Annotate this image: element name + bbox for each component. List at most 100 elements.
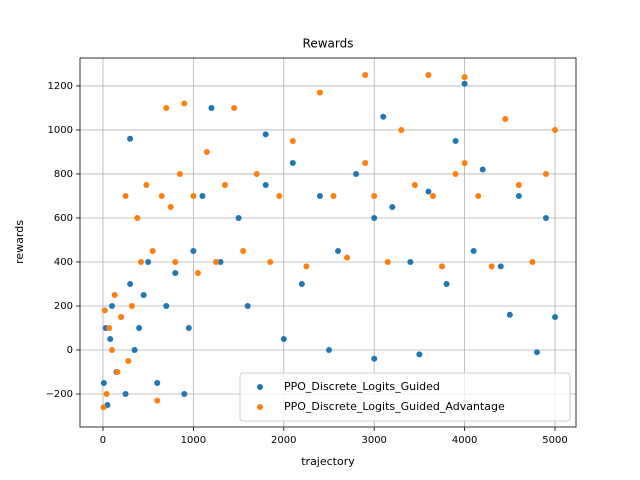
scatter-point [461, 159, 468, 166]
scatter-point [145, 258, 152, 265]
scatter-point [316, 192, 323, 199]
scatter-point [212, 258, 219, 265]
scatter-point [222, 181, 229, 188]
scatter-point [461, 74, 468, 81]
scatter-point [181, 100, 188, 107]
scatter-point [172, 258, 179, 265]
scatter-point [506, 311, 513, 318]
scatter-point [100, 379, 107, 386]
scatter-point [154, 397, 161, 404]
scatter-point [163, 302, 170, 309]
scatter-point [425, 188, 432, 195]
x-axis-label: trajectory [301, 455, 355, 468]
scatter-point [475, 192, 482, 199]
scatter-point [100, 404, 107, 411]
legend-marker [257, 404, 263, 410]
y-tick-label: 800 [54, 169, 73, 180]
scatter-point [542, 170, 549, 177]
scatter-point [109, 302, 116, 309]
scatter-point [384, 258, 391, 265]
scatter-point [267, 258, 274, 265]
x-tick-label: 2000 [271, 435, 296, 446]
scatter-point [439, 263, 446, 270]
scatter-point [134, 214, 141, 221]
scatter-point [398, 126, 405, 133]
scatter-point [344, 254, 351, 261]
scatter-point [452, 137, 459, 144]
legend-marker [257, 384, 263, 390]
scatter-point [143, 181, 150, 188]
scatter-point [488, 263, 495, 270]
scatter-point [371, 192, 378, 199]
scatter-point [118, 313, 125, 320]
scatter-point [529, 258, 536, 265]
plot-frame [79, 57, 577, 428]
scatter-point [262, 131, 269, 138]
scatter-point [235, 214, 242, 221]
scatter-point [298, 280, 305, 287]
y-axis-label: rewards [13, 220, 26, 264]
scatter-point [114, 368, 121, 375]
scatter-point [497, 263, 504, 270]
scatter-point [125, 357, 132, 364]
scatter-point [362, 71, 369, 78]
scatter-point [303, 263, 310, 270]
scatter-point [109, 346, 116, 353]
scatter-point [371, 214, 378, 221]
scatter-point [542, 214, 549, 221]
legend-label: PPO_Discrete_Logits_Guided_Advantage [284, 400, 505, 413]
y-tick-label: 1000 [48, 125, 73, 136]
scatter-point [217, 258, 224, 265]
scatter-point [502, 115, 509, 122]
scatter-point [262, 181, 269, 188]
scatter-point [552, 313, 559, 320]
legend-box [239, 372, 571, 422]
scatter-point [172, 269, 179, 276]
scatter-point [190, 192, 197, 199]
scatter-point [154, 379, 161, 386]
scatter-point [407, 258, 414, 265]
scatter-point [461, 80, 468, 87]
y-tick-label: 200 [54, 301, 73, 312]
scatter-point [149, 247, 156, 254]
scatter-point [289, 137, 296, 144]
scatter-point [389, 203, 396, 210]
scatter-point [470, 247, 477, 254]
scatter-point [330, 192, 337, 199]
scatter-point [452, 170, 459, 177]
scatter-point [411, 181, 418, 188]
y-tick-label: 1200 [48, 81, 73, 92]
scatter-point [127, 280, 134, 287]
scatter-point [479, 166, 486, 173]
scatter-point [425, 71, 432, 78]
scatter-point [176, 170, 183, 177]
scatter-point [185, 324, 192, 331]
scatter-point [181, 390, 188, 397]
scatter-point [128, 302, 135, 309]
scatter-point [552, 126, 559, 133]
scatter-point [101, 307, 108, 314]
scatter-point [190, 247, 197, 254]
scatter-point [203, 148, 210, 155]
scatter-point [136, 324, 143, 331]
scatter-point [353, 170, 360, 177]
scatter-point [122, 390, 129, 397]
scatter-point [240, 247, 247, 254]
scatter-point [199, 192, 206, 199]
x-tick-label: 5000 [542, 435, 567, 446]
scatter-point [244, 302, 251, 309]
scatter-point [103, 390, 110, 397]
x-tick-label: 4000 [452, 435, 477, 446]
y-tick-label: −200 [46, 389, 73, 400]
chart-title: Rewards [303, 37, 354, 51]
scatter-point [335, 247, 342, 254]
scatter-point [140, 291, 147, 298]
scatter-point [515, 181, 522, 188]
scatter-point [208, 104, 215, 111]
scatter-point [316, 89, 323, 96]
scatter-point [158, 192, 165, 199]
scatter-point [289, 159, 296, 166]
scatter-point [276, 192, 283, 199]
